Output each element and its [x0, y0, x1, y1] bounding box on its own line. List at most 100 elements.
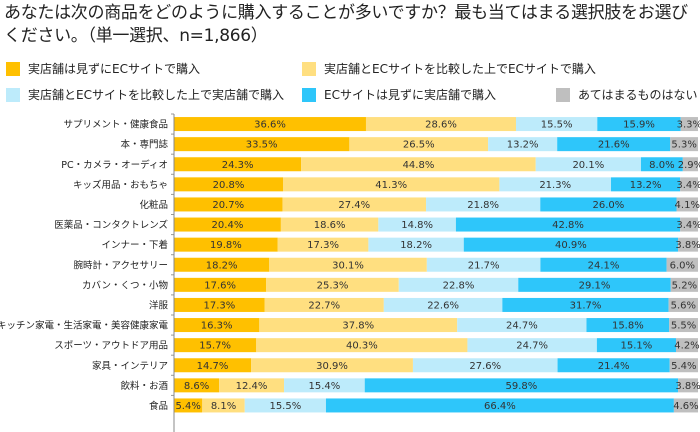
bar-segment: [680, 217, 698, 232]
category-label: サプリメント・健康食品: [63, 119, 168, 131]
bar-segment: [364, 378, 679, 393]
legend-label: 実店舗とECサイトを比較した上で実店舗で購入: [28, 88, 284, 102]
category-label: スポーツ・アウトドア用品: [54, 341, 168, 352]
legend-item: あてはまるものはない: [556, 86, 698, 103]
data-label: 42.8%: [552, 220, 584, 231]
bar-segment: [682, 157, 698, 172]
data-label: 15.9%: [623, 120, 655, 131]
data-label: 8.0%: [649, 160, 674, 171]
bar-segment: [678, 378, 698, 393]
bar-segment: [256, 338, 468, 353]
bar-segment: [259, 318, 458, 333]
data-label: 13.2%: [507, 140, 539, 151]
bar-segment: [349, 137, 489, 152]
data-label: 21.3%: [539, 180, 571, 191]
data-label: 20.1%: [572, 160, 604, 171]
category-label: 洋服: [149, 299, 169, 311]
bar-segment: [174, 398, 203, 413]
data-label: 30.1%: [332, 260, 364, 271]
data-label: 17.3%: [307, 240, 339, 251]
data-label: 24.1%: [588, 260, 620, 271]
data-label: 40.3%: [346, 341, 378, 352]
data-label: 21.6%: [598, 140, 630, 151]
bar-segment: [174, 378, 220, 393]
bar-segment: [557, 137, 671, 152]
data-label: 26.0%: [593, 200, 625, 211]
data-label: 59.8%: [506, 381, 538, 392]
bar-segment: [680, 177, 698, 192]
bar-segment: [174, 297, 265, 312]
bar-segment: [174, 277, 267, 292]
data-label: 21.8%: [467, 200, 499, 211]
data-label: 5.2%: [672, 280, 697, 291]
data-label: 5.4%: [175, 401, 200, 412]
data-label: 37.8%: [342, 321, 374, 332]
data-label: 5.4%: [671, 361, 696, 372]
data-label: 17.3%: [203, 300, 235, 311]
bar-segment: [251, 358, 413, 373]
bar-segment: [174, 137, 350, 152]
bar-segment: [174, 197, 283, 212]
legend-label: 実店舗とECサイトを比較した上でECサイトで購入: [324, 62, 596, 76]
bar-segment: [368, 237, 464, 252]
bar-segment: [669, 318, 698, 333]
bar-segment: [426, 197, 541, 212]
data-label: 14.7%: [197, 361, 229, 372]
bar-segment: [398, 277, 519, 292]
bar-segment: [277, 237, 369, 252]
data-label: 12.4%: [236, 381, 268, 392]
category-label: キッチン家電・生活家電・美容健康家電: [0, 320, 168, 332]
data-label: 15.1%: [621, 341, 653, 352]
legend-item: 実店舗は見ずにECサイトで購入: [6, 60, 200, 77]
data-label: 15.5%: [269, 401, 301, 412]
category-label: インナー・下着: [101, 239, 168, 251]
bar-segment: [280, 217, 379, 232]
data-label: 24.3%: [222, 160, 254, 171]
legend-swatch: [6, 87, 20, 102]
bar-segment: [174, 177, 283, 192]
data-label: 18.2%: [400, 240, 432, 251]
data-label: 13.2%: [630, 180, 662, 191]
data-label: 26.5%: [403, 140, 435, 151]
legend-item: ECサイトは見ずに実店舗で購入: [302, 86, 496, 103]
data-label: 18.2%: [206, 260, 238, 271]
legend-swatch: [6, 61, 20, 76]
data-label: 19.8%: [210, 240, 242, 251]
bar-segment: [325, 398, 674, 413]
bar-segment: [675, 338, 698, 353]
data-label: 30.9%: [316, 361, 348, 372]
bar-segment: [669, 358, 698, 373]
data-label: 27.6%: [469, 361, 501, 372]
data-label: 21.7%: [468, 260, 500, 271]
bar-segment: [202, 398, 245, 413]
data-label: 3.3%: [677, 120, 700, 131]
data-label: 4.1%: [675, 200, 700, 211]
bar-segment: [174, 338, 257, 353]
data-label: 25.3%: [317, 280, 349, 291]
data-label: 3.4%: [676, 220, 700, 231]
bar-segment: [680, 117, 698, 132]
data-label: 24.7%: [516, 341, 548, 352]
data-label: 22.6%: [427, 300, 459, 311]
bar-segment: [365, 117, 516, 132]
data-label: 4.6%: [673, 401, 698, 412]
bar-segment: [457, 318, 587, 333]
data-label: 20.7%: [212, 200, 244, 211]
data-label: 29.1%: [579, 280, 611, 291]
bar-segment: [174, 217, 281, 232]
bar-segment: [244, 398, 326, 413]
data-label: 5.3%: [671, 140, 696, 151]
bar-segment: [597, 117, 681, 132]
legend-label: あてはまるものはない: [578, 88, 698, 102]
legend-swatch: [556, 87, 570, 102]
data-label: 20.4%: [212, 220, 244, 231]
bar-segment: [518, 277, 671, 292]
bar-segment: [499, 177, 612, 192]
bar-segment: [174, 117, 366, 132]
bar-segment: [219, 378, 285, 393]
bar-segment: [174, 318, 260, 333]
data-label: 21.4%: [598, 361, 630, 372]
bar-segment: [488, 137, 558, 152]
bar-segment: [383, 297, 503, 312]
